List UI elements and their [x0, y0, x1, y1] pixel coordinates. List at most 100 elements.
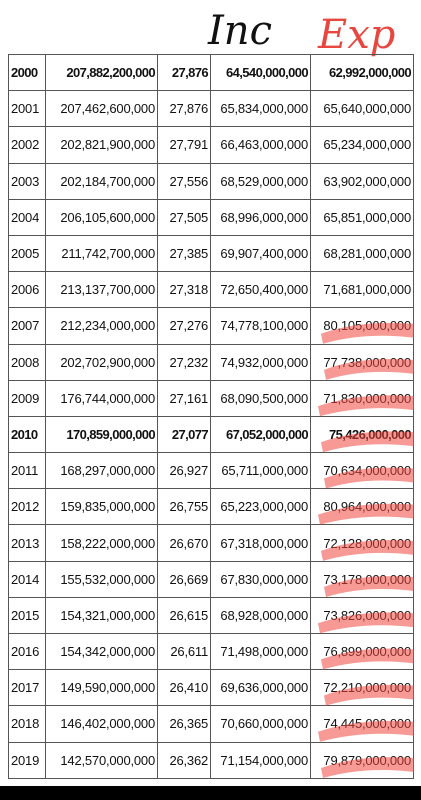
- year-cell: 2011: [8, 452, 46, 490]
- year-cell: 2014: [8, 560, 46, 598]
- year-cell: 2001: [8, 90, 46, 128]
- income-cell: 71,498,000,000: [210, 632, 311, 671]
- expense-cell: 74,445,000,000: [310, 705, 414, 743]
- count-cell: 26,410: [157, 669, 211, 707]
- expense-cell: 65,640,000,000: [310, 90, 414, 128]
- count-cell: 26,611: [157, 632, 211, 671]
- count-cell: 26,927: [157, 452, 211, 490]
- expense-cell: 65,851,000,000: [310, 198, 414, 236]
- table-row: 2000 207,882,200,000 27,876 64,540,000,000 6…: [8, 53, 414, 92]
- value-cell: 155,532,000,000: [45, 560, 158, 598]
- year-cell: 2008: [8, 343, 46, 381]
- income-cell: 68,529,000,000: [210, 162, 311, 200]
- income-cell: 68,928,000,000: [210, 596, 311, 635]
- year-cell: 2018: [8, 705, 46, 743]
- count-cell: 26,615: [157, 596, 211, 635]
- exp-annotation: Exp: [318, 12, 396, 58]
- year-cell: 2003: [8, 162, 46, 200]
- year-cell: 2009: [8, 379, 46, 417]
- table-row: 2019 142,570,000,000 26,362 71,154,000,000 7…: [8, 741, 414, 779]
- expense-cell: 80,964,000,000: [310, 488, 414, 526]
- year-cell: 2012: [8, 488, 46, 526]
- income-cell: 69,636,000,000: [210, 669, 311, 707]
- count-cell: 26,362: [157, 741, 211, 779]
- expense-cell: 72,210,000,000: [310, 669, 414, 707]
- year-cell: 2019: [8, 741, 46, 779]
- income-cell: 65,223,000,000: [210, 488, 311, 526]
- value-cell: 202,702,900,000: [45, 343, 158, 381]
- expense-cell: 70,634,000,000: [310, 452, 414, 490]
- table-row: 2004 206,105,600,000 27,505 68,996,000,000 6…: [8, 198, 414, 236]
- year-cell: 2013: [8, 524, 46, 562]
- count-cell: 27,791: [157, 126, 211, 164]
- count-cell: 27,276: [157, 307, 211, 345]
- bottom-bar: [0, 786, 421, 800]
- income-cell: 67,830,000,000: [210, 560, 311, 598]
- count-cell: 27,505: [157, 198, 211, 236]
- count-cell: 26,669: [157, 560, 211, 598]
- income-cell: 68,996,000,000: [210, 198, 311, 236]
- income-cell: 68,090,500,000: [210, 379, 311, 417]
- table-row: 2015 154,321,000,000 26,615 68,928,000,000 7…: [8, 596, 414, 635]
- count-cell: 27,556: [157, 162, 211, 200]
- table-row: 2009 176,744,000,000 27,161 68,090,500,000 7…: [8, 379, 414, 417]
- count-cell: 27,161: [157, 379, 211, 417]
- table-row: 2002 202,821,900,000 27,791 66,463,000,000 6…: [8, 126, 414, 164]
- value-cell: 154,321,000,000: [45, 596, 158, 635]
- expense-cell: 73,826,000,000: [310, 596, 414, 635]
- table-row: 2016 154,342,000,000 26,611 71,498,000,000 7…: [8, 632, 414, 671]
- value-cell: 207,882,200,000: [45, 53, 158, 92]
- table-row: 2012 159,835,000,000 26,755 65,223,000,000 8…: [8, 488, 414, 526]
- value-cell: 213,137,700,000: [45, 271, 158, 309]
- income-cell: 70,660,000,000: [210, 705, 311, 743]
- year-cell: 2006: [8, 271, 46, 309]
- expense-cell: 72,128,000,000: [310, 524, 414, 562]
- income-cell: 74,932,000,000: [210, 343, 311, 381]
- income-cell: 67,052,000,000: [210, 415, 311, 454]
- year-cell: 2002: [8, 126, 46, 164]
- value-cell: 211,742,700,000: [45, 234, 158, 273]
- year-cell: 2007: [8, 307, 46, 345]
- value-cell: 176,744,000,000: [45, 379, 158, 417]
- year-cell: 2017: [8, 669, 46, 707]
- table-row: 2003 202,184,700,000 27,556 68,529,000,000 6…: [8, 162, 414, 200]
- value-cell: 168,297,000,000: [45, 452, 158, 490]
- expense-cell: 79,879,000,000: [310, 741, 414, 779]
- table-row: 2010 170,859,000,000 27,077 67,052,000,000 7…: [8, 415, 414, 454]
- expense-cell: 63,902,000,000: [310, 162, 414, 200]
- value-cell: 206,105,600,000: [45, 198, 158, 236]
- income-cell: 74,778,100,000: [210, 307, 311, 345]
- year-cell: 2015: [8, 596, 46, 635]
- income-cell: 71,154,000,000: [210, 741, 311, 779]
- income-cell: 72,650,400,000: [210, 271, 311, 309]
- value-cell: 202,184,700,000: [45, 162, 158, 200]
- year-cell: 2016: [8, 632, 46, 671]
- expense-cell: 62,992,000,000: [310, 53, 414, 92]
- income-cell: 66,463,000,000: [210, 126, 311, 164]
- expense-cell: 71,830,000,000: [310, 379, 414, 417]
- value-cell: 212,234,000,000: [45, 307, 158, 345]
- income-cell: 67,318,000,000: [210, 524, 311, 562]
- inc-annotation: Inc: [208, 8, 272, 54]
- year-cell: 2004: [8, 198, 46, 236]
- expense-cell: 77,738,000,000: [310, 343, 414, 381]
- count-cell: 26,670: [157, 524, 211, 562]
- count-cell: 26,365: [157, 705, 211, 743]
- year-cell: 2005: [8, 234, 46, 273]
- value-cell: 149,590,000,000: [45, 669, 158, 707]
- income-cell: 64,540,000,000: [210, 53, 311, 92]
- value-cell: 146,402,000,000: [45, 705, 158, 743]
- count-cell: 27,077: [157, 415, 211, 454]
- value-cell: 202,821,900,000: [45, 126, 158, 164]
- count-cell: 27,232: [157, 343, 211, 381]
- count-cell: 27,876: [157, 90, 211, 128]
- expense-cell: 75,426,000,000: [310, 415, 414, 454]
- table-row: 2018 146,402,000,000 26,365 70,660,000,000 7…: [8, 705, 414, 743]
- income-cell: 69,907,400,000: [210, 234, 311, 273]
- data-table: 2000 207,882,200,000 27,876 64,540,000,000 6…: [8, 53, 414, 779]
- expense-cell: 68,281,000,000: [310, 234, 414, 273]
- income-cell: 65,834,000,000: [210, 90, 311, 128]
- value-cell: 170,859,000,000: [45, 415, 158, 454]
- value-cell: 159,835,000,000: [45, 488, 158, 526]
